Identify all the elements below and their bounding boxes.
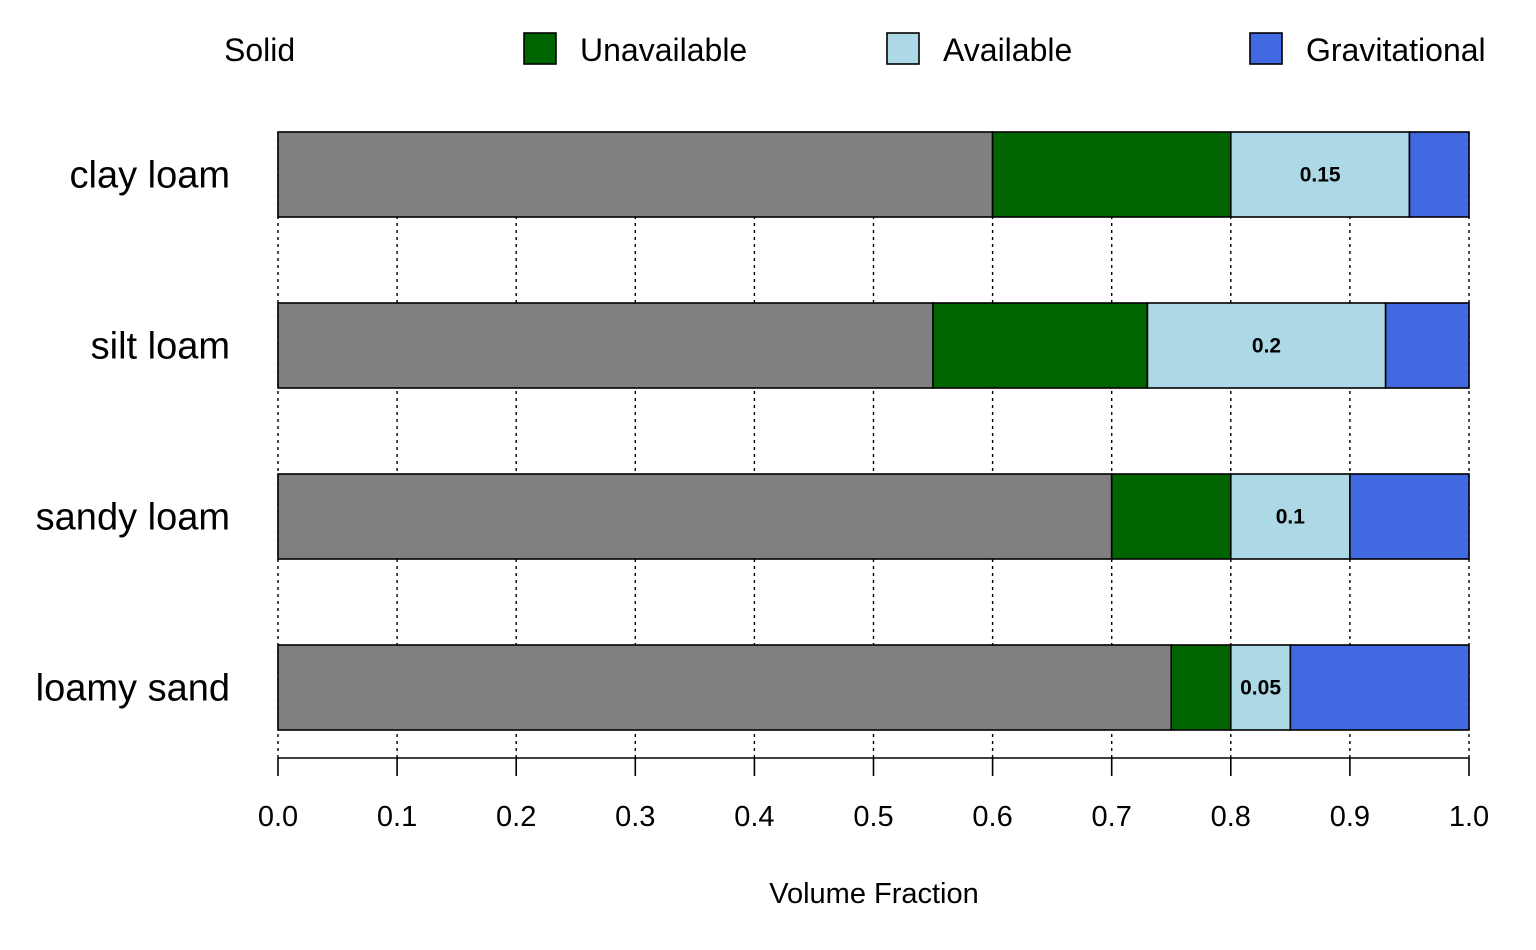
bar-segment-solid: [277, 131, 994, 218]
bar-segment-solid: [277, 644, 1173, 731]
bar-segment-available: [1230, 473, 1351, 560]
category-label: silt loam: [91, 326, 230, 368]
data-label: 0.05: [1240, 677, 1281, 700]
bar-segment-solid: [277, 473, 1113, 560]
category-label: sandy loam: [36, 497, 230, 539]
legend-label: Gravitational: [1306, 32, 1486, 68]
bar-segment-unavailable: [1170, 644, 1232, 731]
x-tick-label: 0.3: [615, 801, 655, 833]
legend-swatch: [886, 32, 920, 65]
bar-segment-gravitational: [1349, 473, 1470, 560]
bar-segment-available: [1146, 302, 1387, 389]
bar-segment-unavailable: [1110, 473, 1232, 560]
x-tick-label: 0.6: [972, 801, 1012, 833]
x-tick-label: 0.5: [853, 801, 893, 833]
legend-label: Solid: [224, 32, 295, 68]
x-tick-label: 0.9: [1330, 801, 1370, 833]
x-tick-label: 1.0: [1449, 801, 1489, 833]
bar-segment-gravitational: [1384, 302, 1470, 389]
x-tick-label: 0.7: [1092, 801, 1132, 833]
legend-label: Available: [943, 32, 1072, 68]
bar-segment-unavailable: [991, 131, 1232, 218]
legend-swatch: [523, 32, 557, 65]
category-label: clay loam: [70, 155, 231, 197]
category-labels: clay loam silt loam sandy loam loamy sand: [36, 155, 230, 710]
data-label: 0.2: [1252, 335, 1281, 358]
bar-segment-available: [1230, 131, 1411, 218]
legend-swatch: [1249, 32, 1283, 65]
bar-segment-gravitational: [1289, 644, 1470, 731]
legend-label: Unavailable: [580, 32, 747, 68]
category-label: loamy sand: [36, 668, 230, 710]
x-tick-label: 0.4: [734, 801, 774, 833]
x-tick-label: 0.2: [496, 801, 536, 833]
x-axis: 0.0 0.1 0.2 0.3 0.4 0.5 0.6 0.7 0.8 0.9 1.0: [258, 757, 1489, 833]
x-tick-label: 0.0: [258, 801, 298, 833]
bars: 0.15 0.2 0.1 0.05: [277, 131, 1470, 731]
data-label: 0.15: [1300, 164, 1341, 187]
legend: Solid Unavailable Available Gravitational: [224, 32, 1486, 68]
x-tick-label: 0.1: [377, 801, 417, 833]
bar-segment-gravitational: [1408, 131, 1470, 218]
bar-segment-unavailable: [932, 302, 1149, 389]
bar-segment-solid: [277, 302, 934, 389]
data-label: 0.1: [1276, 506, 1306, 529]
x-axis-title: Volume Fraction: [769, 878, 979, 910]
x-tick-label: 0.8: [1211, 801, 1251, 833]
